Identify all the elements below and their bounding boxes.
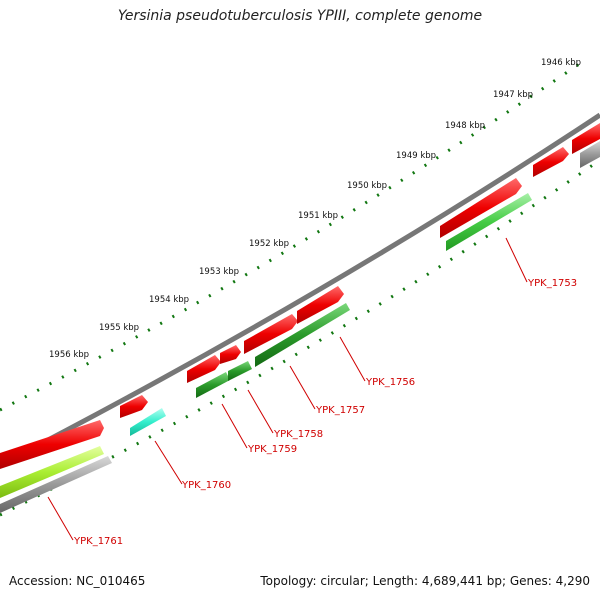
gene-block [533, 147, 569, 177]
kbp-label: 1947 kbp [493, 90, 533, 100]
gene-block [196, 372, 230, 398]
kbp-label: 1952 kbp [249, 239, 289, 249]
gene-block [244, 314, 298, 354]
gene-label: YPK_1757 [315, 405, 365, 416]
gene-block [228, 361, 252, 381]
accession-text: Accession: NC_010465 [9, 574, 146, 588]
gene-block [580, 141, 600, 168]
gene-block [130, 408, 166, 436]
genome-summary-text: Topology: circular; Length: 4,689,441 bp… [260, 574, 590, 588]
gene-block [440, 178, 522, 238]
kbp-label: 1948 kbp [445, 121, 485, 131]
reverse-genes [0, 141, 600, 513]
gene-block [0, 446, 104, 498]
gene-block [446, 193, 532, 251]
gene-label: YPK_1753 [527, 278, 577, 289]
kbp-label: 1950 kbp [347, 181, 387, 191]
kbp-scale-labels: 1946 kbp 1947 kbp 1948 kbp 1949 kbp 1950… [49, 58, 581, 360]
gene-block [572, 123, 600, 154]
forward-genes [0, 123, 600, 469]
kbp-label: 1955 kbp [99, 323, 139, 333]
gene-labels: YPK_1753 YPK_1756 YPK_1757 YPK_1758 YPK_… [73, 278, 577, 547]
kbp-label: 1951 kbp [298, 211, 338, 221]
kbp-label: 1953 kbp [199, 267, 239, 277]
gene-label: YPK_1760 [181, 480, 231, 491]
label-leaders [47, 237, 528, 541]
gene-block [120, 395, 148, 418]
gene-label: YPK_1759 [247, 444, 297, 455]
gene-block [220, 345, 241, 364]
gene-label: YPK_1756 [365, 377, 415, 388]
kbp-label: 1954 kbp [149, 295, 189, 305]
gene-block [187, 355, 221, 383]
gene-label: YPK_1758 [273, 429, 323, 440]
kbp-label: 1956 kbp [49, 350, 89, 360]
kbp-label: 1946 kbp [541, 58, 581, 68]
kbp-label: 1949 kbp [396, 151, 436, 161]
genome-backbone [0, 112, 600, 468]
gene-block [0, 420, 104, 469]
gene-block [255, 303, 350, 367]
gene-label: YPK_1761 [73, 536, 123, 547]
gene-block [297, 286, 344, 324]
map-title: Yersinia pseudotuberculosis YPIII, compl… [117, 8, 483, 24]
gene-block [0, 456, 112, 513]
